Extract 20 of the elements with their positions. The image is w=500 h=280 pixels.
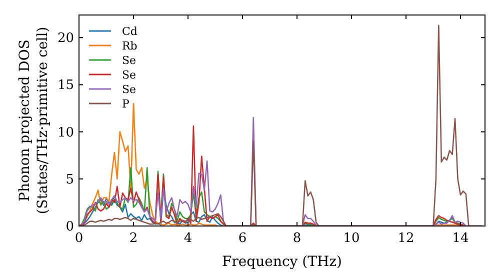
y-axis-title: Phonon projected DOS (States/THz·primitive cell)	[17, 26, 51, 214]
y-tick-label: 15	[57, 78, 74, 94]
x-tick-label: 12	[398, 231, 414, 246]
y-tick-label: 0	[66, 220, 74, 234]
x-tick-label: 4	[184, 231, 192, 246]
x-axis-title: Frequency (THz)	[222, 254, 342, 270]
y-tick-label: 10	[57, 125, 74, 140]
x-tick-label: 10	[343, 231, 360, 246]
x-tick-label: 8	[292, 231, 302, 246]
legend-label: P	[122, 98, 130, 110]
legend-label: Se	[122, 83, 136, 96]
legend-label: Se	[122, 54, 136, 67]
y-tick-label: 20	[57, 31, 74, 46]
legend-label: Rb	[122, 40, 138, 52]
x-tick-label: 14	[452, 231, 469, 246]
x-tick-label: 2	[129, 231, 138, 246]
y-tick-label: 5	[66, 172, 74, 188]
x-tick-label: 6	[238, 231, 247, 246]
legend-label: Se	[122, 68, 136, 82]
legend-label: Cd	[122, 25, 138, 38]
